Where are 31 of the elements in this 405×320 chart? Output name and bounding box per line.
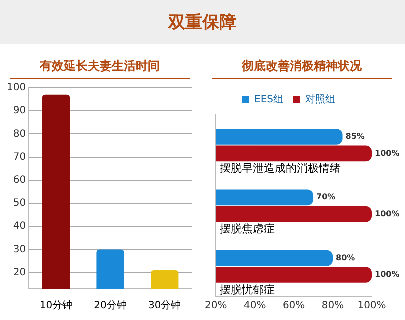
- data-label: 100%: [375, 148, 400, 158]
- x-tick-label: 30分钟: [148, 300, 182, 312]
- y-tick-label: 摆脱早泄造成的消极情绪: [220, 162, 342, 175]
- data-label: 100%: [375, 270, 400, 280]
- y-tick-label: 40: [13, 221, 26, 232]
- x-tick-label: 80%: [322, 300, 344, 312]
- y-tick-label: 30: [13, 244, 26, 256]
- y-tick-label: 摆脱焦虑症: [220, 222, 276, 236]
- x-tick-label: 100%: [358, 300, 386, 312]
- x-tick-label: 60%: [282, 300, 306, 312]
- legend-label: 对照组: [305, 94, 336, 106]
- x-tick-label: 20分钟: [94, 300, 127, 312]
- y-tick-label: 50: [13, 198, 26, 210]
- y-tick-label: 90: [13, 106, 26, 117]
- y-tick-label: 60: [13, 175, 26, 186]
- x-tick-label: 20%: [204, 300, 228, 312]
- chart-title: 有效延长夫妻生活时间: [10, 58, 190, 79]
- text: 双重保障: [168, 12, 236, 34]
- x-tick-label: 10分钟: [40, 300, 73, 312]
- y-tick-label: 70: [13, 152, 26, 163]
- legend-label: EES组: [254, 94, 284, 106]
- chart-title: 彻底改善消极精神状况: [212, 58, 392, 79]
- data-label: 85%: [346, 132, 365, 142]
- y-tick-label: 80: [13, 128, 26, 140]
- y-tick-label: 20: [13, 267, 26, 278]
- y-tick-label: 100: [6, 82, 26, 94]
- data-label: 100%: [375, 209, 400, 218]
- data-label: 70%: [316, 192, 336, 202]
- data-label: 80%: [336, 253, 356, 262]
- x-tick-label: 40%: [244, 300, 266, 312]
- y-tick-label: 摆脱忧郁症: [220, 283, 276, 296]
